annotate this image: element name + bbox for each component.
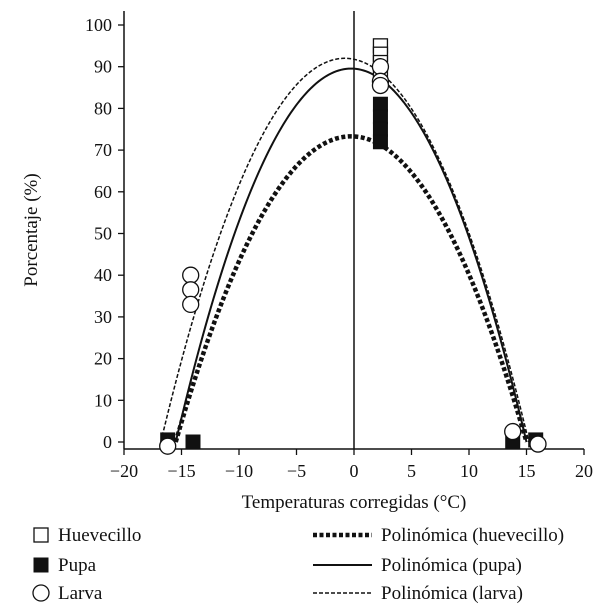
y-tick-label: 50 — [94, 224, 112, 244]
y-tick-label: 70 — [94, 140, 112, 160]
data-point-open-circle — [504, 422, 522, 441]
data-point-filled-square — [372, 134, 388, 150]
data-point-filled-square — [372, 96, 388, 112]
legend: Huevecillo Pupa Larva Polinómica (huevecill… — [32, 525, 564, 604]
fit-curve-thick-dotted — [173, 134, 529, 443]
x-tick-label: −10 — [225, 461, 253, 481]
y-tick-label: 80 — [94, 98, 112, 118]
x-ticks: −20 −15 −10 −5 0 5 10 15 20 — [110, 449, 593, 481]
data-point-filled-square — [372, 121, 388, 137]
y-tick-label: 100 — [85, 15, 112, 35]
data-point-filled-square — [185, 434, 201, 450]
data-point-open-circle — [529, 435, 547, 453]
x-tick-label: −5 — [287, 461, 306, 481]
legend-label: Polinómica (huevecillo) — [381, 525, 564, 546]
data-point-filled-square — [372, 109, 388, 125]
legend-label: Polinómica (pupa) — [381, 555, 522, 576]
legend-label: Polinómica (larva) — [381, 583, 523, 604]
x-tick-label: 10 — [460, 461, 478, 481]
legend-marker-open-circle — [32, 584, 50, 602]
data-point-open-circle — [159, 437, 177, 455]
legend-marker-open-square — [33, 527, 49, 543]
x-axis-label: Temperaturas corregidas (°C) — [242, 492, 467, 513]
legend-label: Huevecillo — [58, 525, 141, 546]
data-point-open-circle — [182, 281, 200, 299]
y-axis-label: Porcentaje (%) — [21, 173, 42, 286]
y-tick-label: 40 — [94, 265, 112, 285]
x-tick-label: −20 — [110, 461, 138, 481]
x-tick-label: 5 — [407, 461, 416, 481]
x-tick-label: 0 — [350, 461, 359, 481]
data-point-open-circle — [371, 76, 390, 95]
fit-curves — [160, 57, 530, 443]
data-point-open-circle — [371, 58, 390, 76]
legend-label: Larva — [58, 583, 103, 604]
y-tick-label: 10 — [94, 390, 112, 410]
y-tick-label: 90 — [94, 57, 112, 77]
x-tick-label: −15 — [167, 461, 195, 481]
legend-label: Pupa — [58, 555, 97, 576]
x-tick-label: 20 — [575, 461, 593, 481]
fit-curve-thin-dashed — [160, 57, 530, 443]
data-point-open-circle — [182, 266, 200, 284]
y-tick-label: 0 — [103, 432, 112, 452]
y-tick-label: 60 — [94, 182, 112, 202]
y-tick-label: 20 — [94, 349, 112, 369]
data-point-open-circle — [182, 295, 200, 314]
fit-curve-solid — [174, 67, 528, 443]
x-tick-label: 15 — [518, 461, 536, 481]
legend-marker-filled-square — [33, 557, 49, 573]
data-markers — [159, 38, 547, 455]
y-tick-label: 30 — [94, 307, 112, 327]
y-ticks: 0 10 20 30 40 50 60 70 80 90 100 — [85, 15, 124, 452]
